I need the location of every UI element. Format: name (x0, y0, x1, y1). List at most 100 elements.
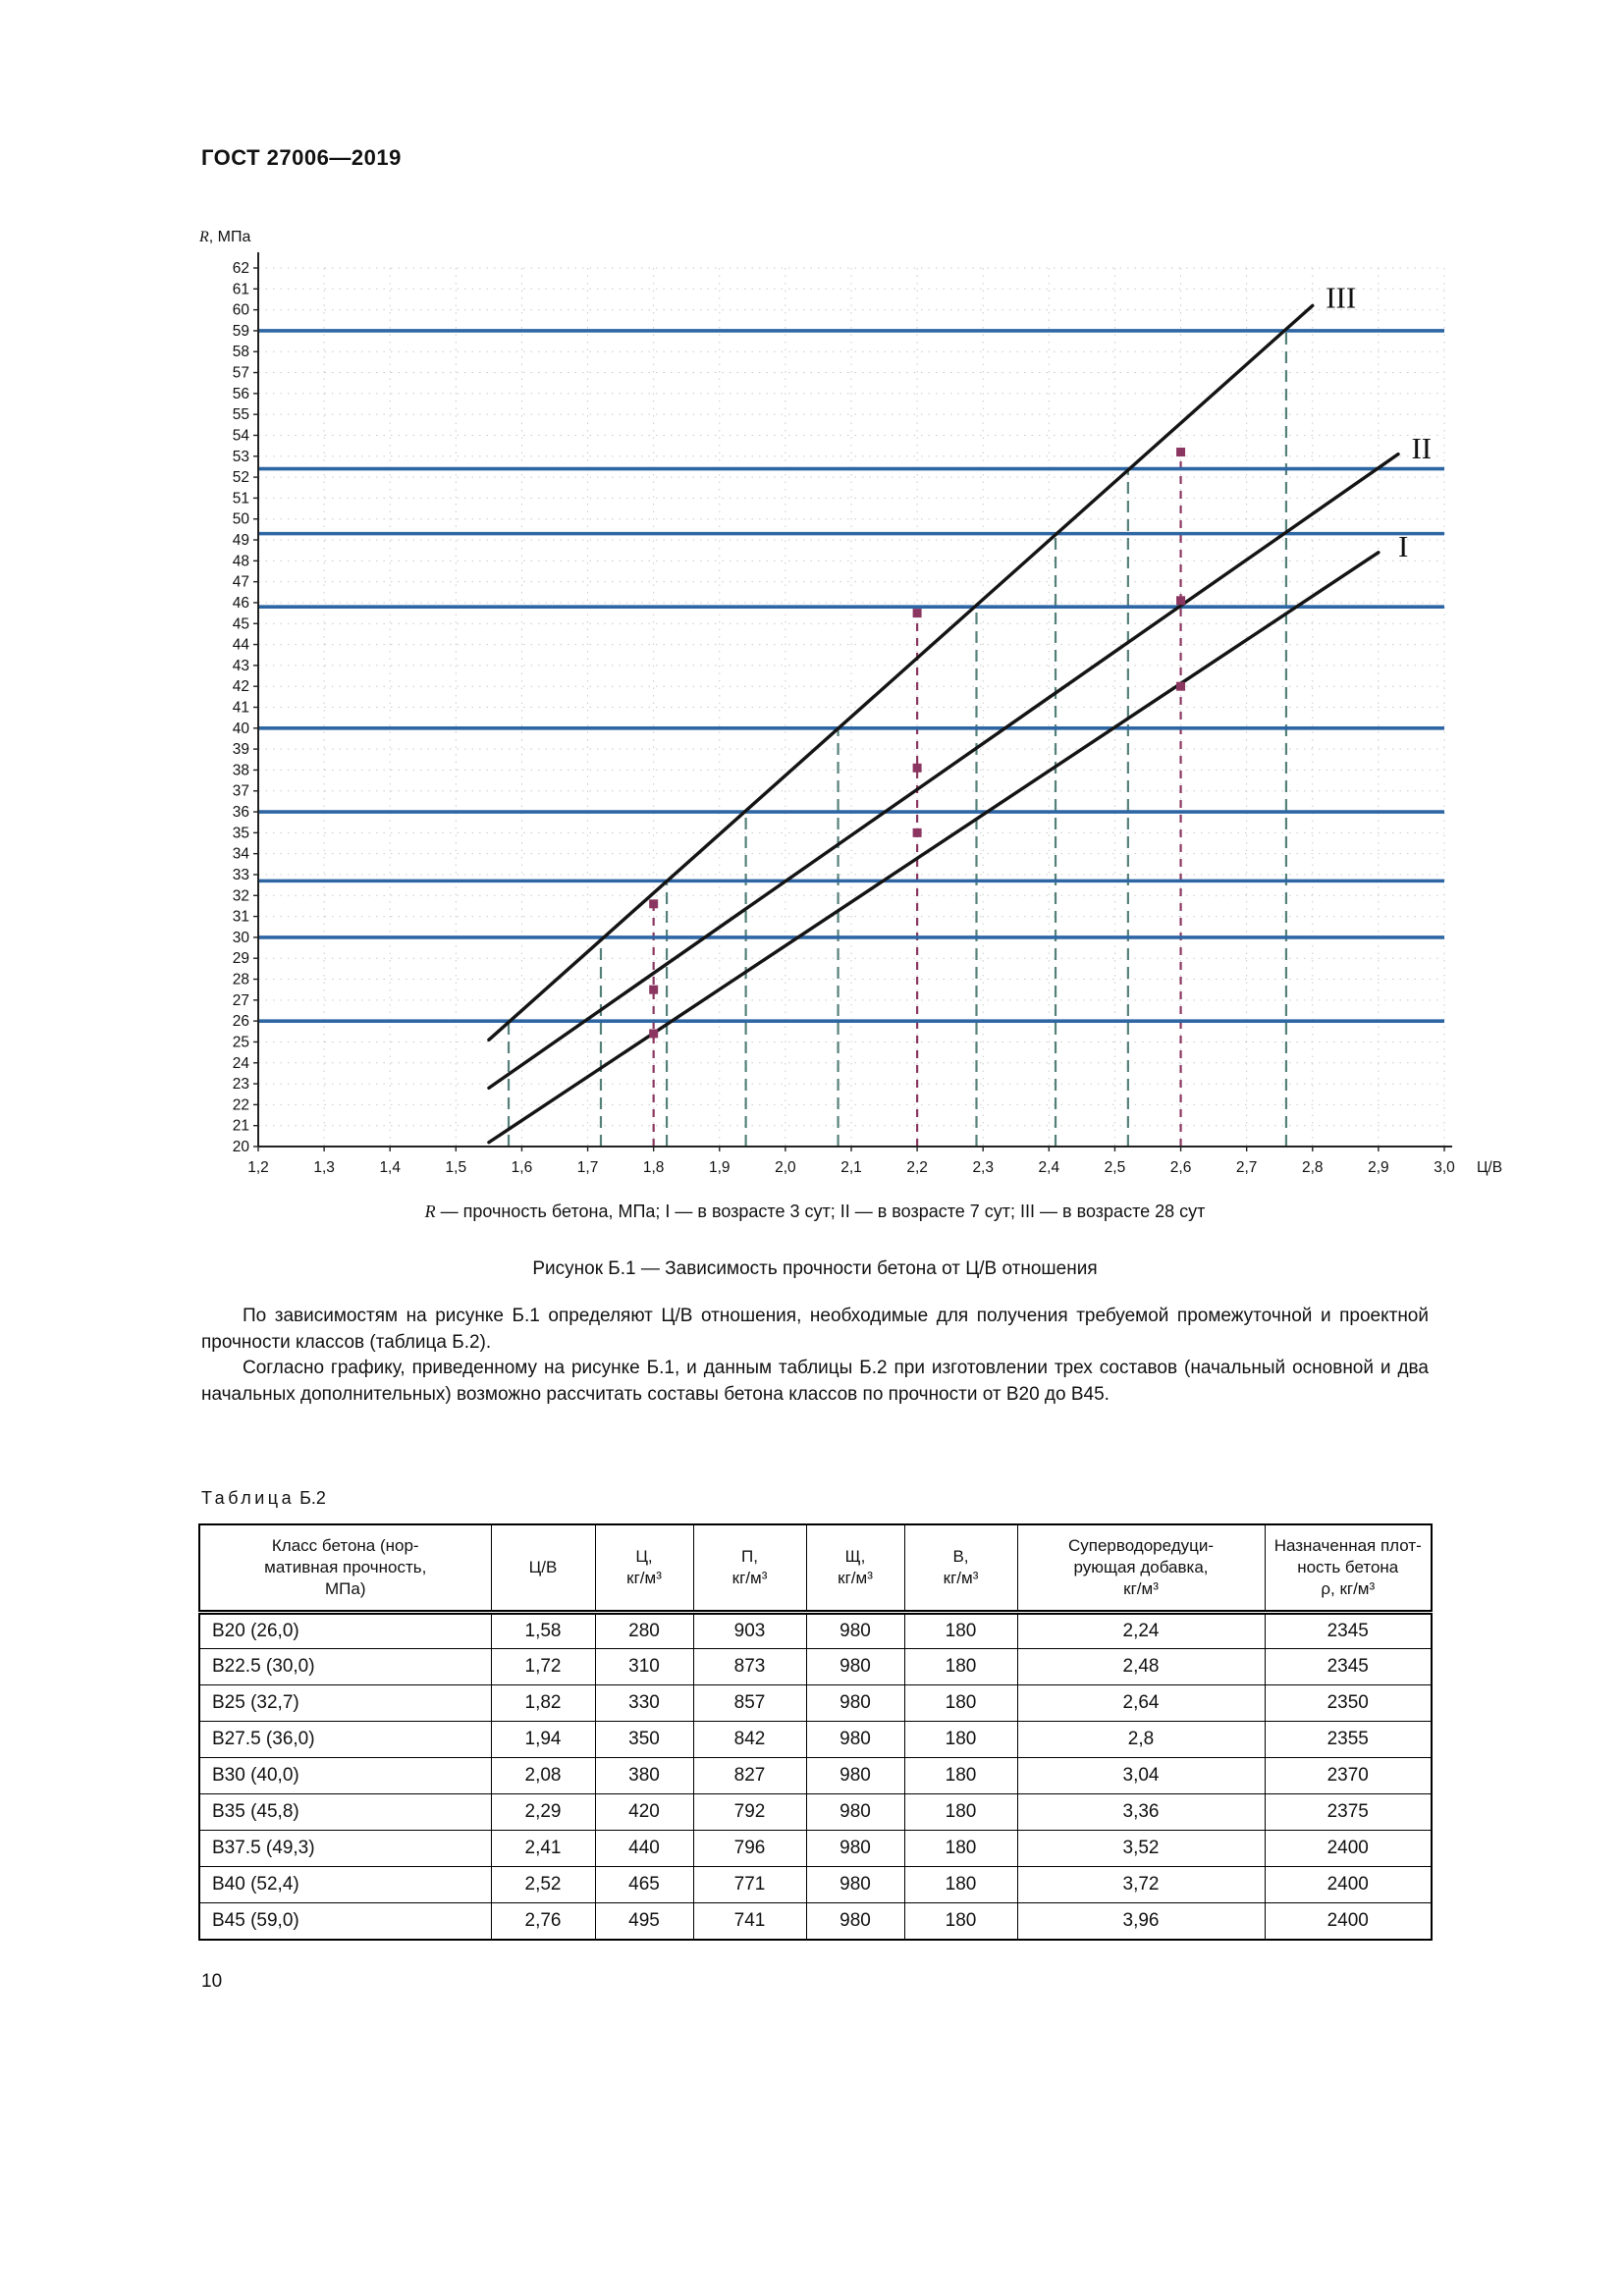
cw-guide-lines (507, 330, 1288, 1147)
svg-text:44: 44 (233, 637, 250, 654)
svg-text:62: 62 (233, 260, 249, 277)
chart-legend-caption: R — прочность бетона, МПа; I — в возраст… (201, 1201, 1429, 1222)
svg-text:56: 56 (233, 386, 249, 402)
svg-text:27: 27 (233, 992, 249, 1009)
svg-text:1,6: 1,6 (512, 1159, 533, 1176)
legend-text: — прочность бетона, МПа; I — в возрасте … (435, 1201, 1206, 1221)
table-row: В30 (40,0) 2,08 380 827 980 180 3,04 2370 (198, 1757, 1433, 1795)
cell-value: 2400 (1264, 1830, 1433, 1868)
cell-value: 2400 (1264, 1866, 1433, 1904)
cell-value: 2355 (1264, 1721, 1433, 1759)
svg-text:R, МПа: R, МПа (198, 229, 251, 245)
cell-concrete-class: В25 (32,7) (198, 1684, 492, 1723)
svg-text:2,3: 2,3 (972, 1159, 994, 1176)
svg-text:58: 58 (233, 344, 249, 360)
svg-text:1,5: 1,5 (446, 1159, 467, 1176)
column-header: В, кг/м³ (903, 1523, 1018, 1616)
cell-value: 980 (805, 1902, 905, 1941)
strength-chart: I II III 20 21 22 23 24 25 26 27 28 29 30 31 32 33 34 35 36… (172, 224, 1517, 1181)
cell-value: 2,29 (490, 1793, 596, 1832)
svg-text:3,0: 3,0 (1434, 1159, 1455, 1176)
svg-text:2,7: 2,7 (1236, 1159, 1258, 1176)
svg-text:47: 47 (233, 574, 249, 591)
table-row: В45 (59,0) 2,76 495 741 980 180 3,96 2400 (198, 1902, 1433, 1941)
cell-concrete-class: В45 (59,0) (198, 1902, 492, 1941)
cell-value: 796 (692, 1830, 807, 1868)
cell-concrete-class: В22.5 (30,0) (198, 1648, 492, 1686)
table-header-row: Класс бетона (нор- мативная прочность, М… (198, 1523, 1433, 1616)
cell-value: 980 (805, 1721, 905, 1759)
table-label-word: Таблица (201, 1488, 296, 1508)
cell-value: 857 (692, 1684, 807, 1723)
svg-text:38: 38 (233, 762, 249, 778)
svg-text:II: II (1411, 431, 1432, 465)
svg-text:43: 43 (233, 658, 249, 674)
svg-text:49: 49 (233, 532, 249, 549)
paragraph: Согласно графику, приведенному на рисунк… (201, 1358, 1429, 1405)
column-header: Щ, кг/м³ (805, 1523, 905, 1616)
svg-text:20: 20 (233, 1139, 250, 1155)
cell-value: 420 (594, 1793, 694, 1832)
cell-value: 3,52 (1016, 1830, 1266, 1868)
tick-labels: 20 21 22 23 24 25 26 27 28 29 30 31 32 33 34 35 36 37 38 39… (233, 260, 1455, 1176)
column-header: Назначенная плот- ность бетона ρ, кг/м³ (1264, 1523, 1433, 1616)
cell-value: 180 (903, 1757, 1018, 1795)
cell-value: 771 (692, 1866, 807, 1904)
cell-value: 792 (692, 1793, 807, 1832)
svg-text:54: 54 (233, 427, 250, 444)
svg-text:51: 51 (233, 490, 249, 507)
svg-text:55: 55 (233, 406, 249, 423)
svg-text:2,9: 2,9 (1368, 1159, 1389, 1176)
svg-text:25: 25 (233, 1034, 249, 1050)
svg-text:40: 40 (233, 721, 250, 737)
column-header: Класс бетона (нор- мативная прочность, М… (198, 1523, 492, 1616)
cell-value: 2375 (1264, 1793, 1433, 1832)
cell-value: 2,48 (1016, 1648, 1266, 1686)
cell-value: 3,04 (1016, 1757, 1266, 1795)
svg-text:41: 41 (233, 700, 249, 717)
axes (257, 252, 1452, 1148)
axis-titles: R, МПа Ц/В (198, 229, 1502, 1176)
table-body: В20 (26,0) 1,58 280 903 980 180 2,24 2345 В22.5 … (198, 1612, 1433, 1941)
cell-value: 2,41 (490, 1830, 596, 1868)
svg-text:29: 29 (233, 950, 249, 967)
cell-value: 495 (594, 1902, 694, 1941)
cell-value: 1,58 (490, 1612, 596, 1650)
cell-value: 2,8 (1016, 1721, 1266, 1759)
svg-text:60: 60 (233, 302, 250, 319)
table-label-number: Б.2 (299, 1488, 326, 1508)
svg-text:30: 30 (233, 930, 250, 946)
svg-text:36: 36 (233, 804, 249, 821)
figure-caption: Рисунок Б.1 — Зависимость прочности бето… (532, 1258, 1098, 1279)
svg-text:2,2: 2,2 (906, 1159, 928, 1176)
svg-text:39: 39 (233, 741, 249, 758)
svg-text:22: 22 (233, 1096, 249, 1113)
cell-value: 903 (692, 1612, 807, 1650)
cell-value: 180 (903, 1684, 1018, 1723)
cell-value: 980 (805, 1830, 905, 1868)
cell-concrete-class: В27.5 (36,0) (198, 1721, 492, 1759)
cell-value: 980 (805, 1866, 905, 1904)
cell-value: 440 (594, 1830, 694, 1868)
cell-value: 980 (805, 1757, 905, 1795)
svg-text:2,6: 2,6 (1170, 1159, 1192, 1176)
r-symbol: R (424, 1201, 436, 1221)
svg-text:21: 21 (233, 1118, 249, 1135)
cell-value: 2345 (1264, 1648, 1433, 1686)
cell-value: 2345 (1264, 1612, 1433, 1650)
svg-text:33: 33 (233, 867, 249, 883)
strength-level-lines (258, 329, 1444, 1023)
cell-value: 980 (805, 1684, 905, 1723)
svg-text:1,3: 1,3 (313, 1159, 335, 1176)
svg-text:32: 32 (233, 887, 249, 904)
cell-value: 1,72 (490, 1648, 596, 1686)
cell-value: 180 (903, 1648, 1018, 1686)
data-table: Класс бетона (нор- мативная прочность, М… (198, 1523, 1433, 1941)
cell-concrete-class: В20 (26,0) (198, 1612, 492, 1650)
svg-text:III: III (1326, 280, 1356, 314)
svg-text:23: 23 (233, 1076, 249, 1093)
svg-text:2,0: 2,0 (775, 1159, 796, 1176)
svg-text:53: 53 (233, 449, 249, 465)
table-row: В22.5 (30,0) 1,72 310 873 980 180 2,48 2345 (198, 1648, 1433, 1686)
cell-value: 3,72 (1016, 1866, 1266, 1904)
